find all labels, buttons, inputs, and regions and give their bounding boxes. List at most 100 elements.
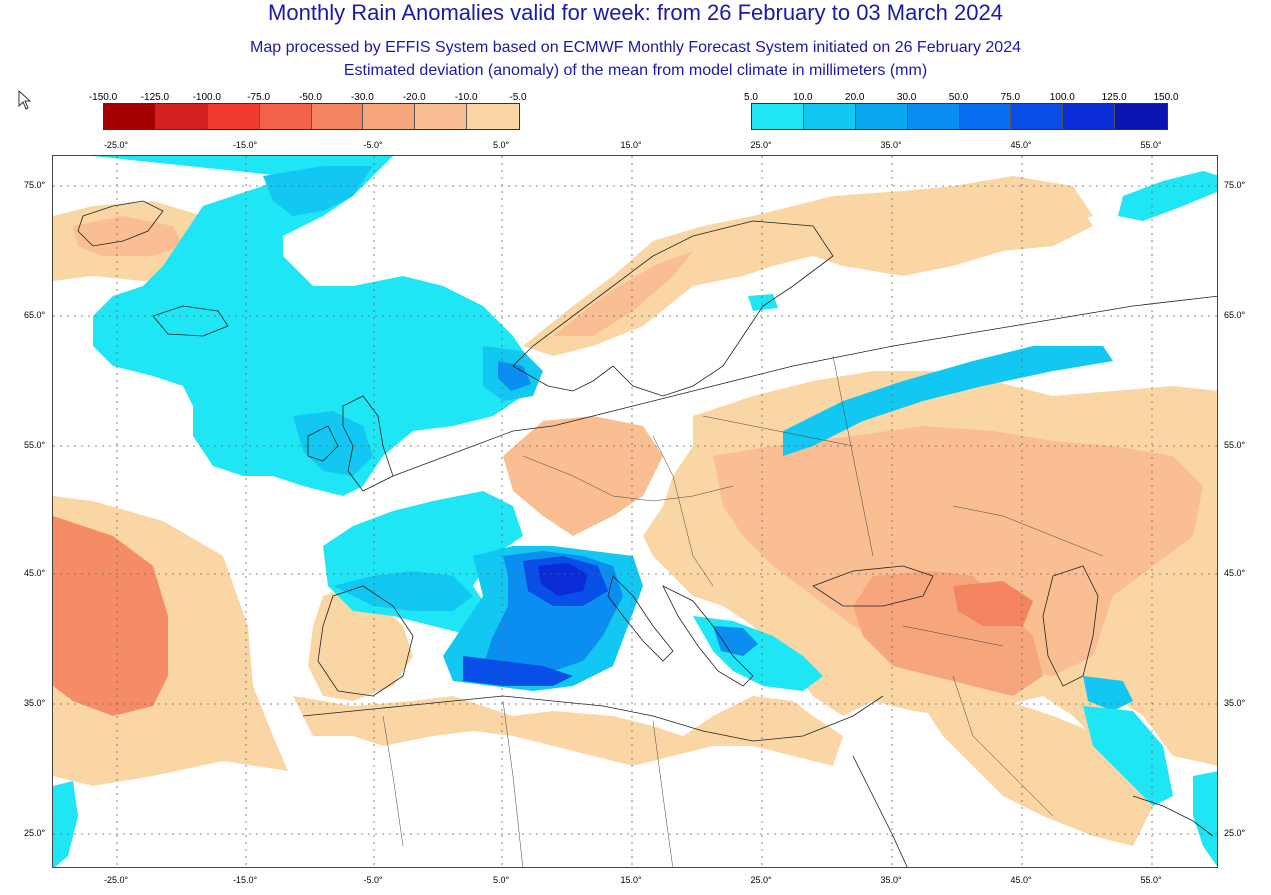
- colorbar-label: -30.0: [350, 92, 374, 103]
- colorbar-label: 5.0: [744, 92, 758, 103]
- wet-area-north-atlantic-mid: [263, 166, 373, 216]
- colorbar-segment: [104, 104, 156, 129]
- coastline-scandinavia: [512, 220, 834, 397]
- colorbar-segment: [363, 104, 416, 129]
- map-units-note: Estimated deviation (anomaly) of the mea…: [343, 62, 928, 79]
- lon-tick-bottom: 5.0°: [492, 875, 510, 885]
- coastline-persian-gulf: [1132, 795, 1214, 837]
- border-turkey: [902, 625, 1004, 647]
- lon-tick-bottom: -15.0°: [232, 875, 258, 885]
- dry-area-atlantic-core: [53, 516, 168, 716]
- coastline-italy: [607, 575, 674, 662]
- wet-area-finland-small: [748, 294, 778, 311]
- country-borders: [382, 355, 1104, 867]
- dry-area-scandinavia-mid: [553, 251, 693, 336]
- colorbar-label: -100.0: [192, 92, 221, 103]
- coastline-great-britain: [342, 395, 394, 492]
- colorbar-segment: [959, 104, 1012, 129]
- colorbar-label: 125.0: [1101, 92, 1127, 103]
- lat-tick-left: 25.0°: [24, 828, 46, 838]
- anomaly-map: [52, 155, 1218, 868]
- wet-area-western-alps-max: [538, 563, 588, 596]
- colorbar-segment: [155, 104, 208, 129]
- colorbar-label: -150.0: [88, 92, 118, 103]
- lon-tick-bottom: 35.0°: [880, 875, 902, 885]
- dry-area-eastern-europe-mid: [713, 426, 1203, 676]
- border-russia-west: [832, 355, 874, 557]
- dry-area-scandinavia: [523, 181, 1093, 356]
- coastline-iceland: [152, 305, 229, 337]
- coastlines: [77, 200, 1217, 867]
- colorbar-segment: [1115, 104, 1167, 129]
- coastline-iberia: [317, 585, 414, 697]
- colorbar-label: 50.0: [948, 92, 969, 103]
- wet-area-north-atlantic: [93, 156, 533, 496]
- lon-tick-top: 25.0°: [750, 140, 772, 150]
- lat-tick-right: 75.0°: [1224, 180, 1246, 190]
- colorbar-segment: [752, 104, 804, 129]
- lon-tick-top: 55.0°: [1140, 140, 1162, 150]
- lon-tick-top: 5.0°: [492, 140, 510, 150]
- colorbar-segment: [311, 104, 364, 129]
- border-middle-east: [952, 675, 1054, 817]
- coastline-greenland: [77, 200, 164, 247]
- border-east: [952, 505, 1104, 557]
- map-title: Monthly Rain Anomalies valid for week: f…: [268, 0, 1003, 25]
- wet-area-france-mid: [333, 571, 473, 611]
- colorbar-label: -5.0: [509, 92, 527, 103]
- dry-area-caspian: [953, 581, 1033, 626]
- colorbar-label: 150.0: [1153, 92, 1179, 103]
- colorbar-positive: [751, 103, 1168, 130]
- mouse-cursor-icon: [18, 90, 32, 110]
- lon-tick-top: 35.0°: [880, 140, 902, 150]
- colorbar-segment: [415, 104, 468, 129]
- lon-tick-top: -5.0°: [363, 140, 383, 150]
- coastline-red-sea: [852, 755, 908, 867]
- border-eastern-europe: [652, 435, 714, 587]
- lat-tick-left: 45.0°: [24, 568, 46, 578]
- colorbar-segment: [907, 104, 960, 129]
- dry-area-iceland-west-mid: [73, 216, 183, 256]
- wet-area-far-east-edge: [1193, 771, 1217, 867]
- lon-tick-bottom: 15.0°: [620, 875, 642, 885]
- coastline-black-sea: [812, 565, 934, 607]
- wet-anomaly-areas: [53, 156, 1217, 867]
- map-canvas: [53, 156, 1217, 867]
- dry-anomaly-areas: [53, 176, 1217, 846]
- lon-tick-top: 45.0°: [1010, 140, 1032, 150]
- colorbar-segment: [855, 104, 908, 129]
- colorbar-label: 30.0: [896, 92, 917, 103]
- lat-tick-right: 35.0°: [1224, 698, 1246, 708]
- map-subtitle: Map processed by EFFIS System based on E…: [250, 39, 1021, 56]
- colorbar-segment: [1063, 104, 1116, 129]
- colorbar-label: -50.0: [299, 92, 322, 103]
- lon-tick-top: 15.0°: [620, 140, 642, 150]
- colorbar-segment: [803, 104, 856, 129]
- dry-area-middle-east: [923, 676, 1153, 846]
- colorbar-segment: [259, 104, 312, 129]
- colorbar-label: -125.0: [140, 92, 170, 103]
- border-africa: [382, 700, 673, 867]
- colorbar-label: 20.0: [845, 92, 865, 103]
- wet-area-british-isles-mid: [293, 411, 373, 476]
- colorbar-label: 100.0: [1049, 92, 1075, 103]
- colorbar-segment: [1011, 104, 1064, 129]
- dry-area-north-africa: [293, 696, 843, 766]
- dry-area-svalbard-north: [953, 176, 1093, 226]
- wet-area-caspian-east: [1083, 676, 1133, 711]
- border-central-europe: [522, 455, 734, 502]
- coastline-ireland: [307, 425, 339, 462]
- lat-tick-right: 65.0°: [1224, 310, 1246, 320]
- colorbar-negative: [103, 103, 520, 130]
- lat-tick-right: 55.0°: [1224, 440, 1246, 450]
- colorbar-label: 10.0: [793, 92, 813, 103]
- colorbar-label: -10.0: [454, 92, 478, 103]
- colorbar-label: 75.0: [1000, 92, 1021, 103]
- wet-area-aegean-mid: [713, 626, 758, 656]
- lat-tick-left: 35.0°: [24, 698, 46, 708]
- graticule: [53, 156, 1217, 867]
- colorbar-segment: [467, 104, 519, 129]
- lon-tick-bottom: -5.0°: [363, 875, 383, 885]
- wet-area-novaya-zemlya: [1118, 171, 1217, 221]
- coastline-caspian: [1042, 565, 1099, 687]
